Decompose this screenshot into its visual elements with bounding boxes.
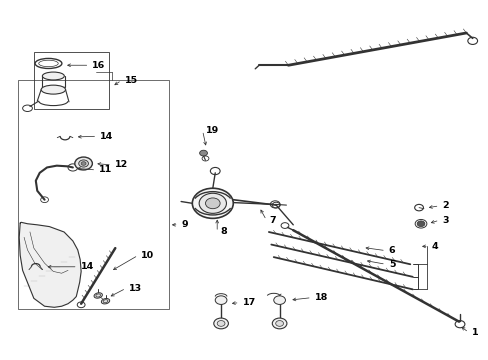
Circle shape <box>272 318 286 329</box>
Circle shape <box>192 188 233 219</box>
Polygon shape <box>19 222 81 307</box>
Circle shape <box>217 320 224 326</box>
Text: 6: 6 <box>388 246 395 255</box>
Text: 15: 15 <box>124 76 138 85</box>
Text: 4: 4 <box>431 242 437 251</box>
Text: 10: 10 <box>141 251 154 260</box>
Text: 8: 8 <box>220 228 226 237</box>
Text: 13: 13 <box>129 284 142 293</box>
Text: 1: 1 <box>471 328 477 337</box>
Ellipse shape <box>42 72 64 80</box>
Circle shape <box>79 160 88 167</box>
Text: 7: 7 <box>269 216 275 225</box>
Bar <box>18 80 168 309</box>
Text: 17: 17 <box>242 298 255 307</box>
Text: 5: 5 <box>388 260 394 269</box>
Circle shape <box>213 318 228 329</box>
Circle shape <box>81 162 86 165</box>
Circle shape <box>275 320 283 326</box>
Text: 14: 14 <box>81 262 94 271</box>
Ellipse shape <box>41 85 65 94</box>
Ellipse shape <box>94 293 102 298</box>
Text: 2: 2 <box>442 201 448 210</box>
Circle shape <box>205 198 220 209</box>
Bar <box>34 52 109 109</box>
Circle shape <box>273 296 285 305</box>
Text: 19: 19 <box>205 126 218 135</box>
Text: 18: 18 <box>314 293 327 302</box>
Text: 12: 12 <box>115 161 128 170</box>
Circle shape <box>199 150 207 156</box>
Ellipse shape <box>101 298 109 304</box>
Circle shape <box>199 193 226 213</box>
Text: 14: 14 <box>100 132 113 141</box>
Circle shape <box>75 157 92 170</box>
Text: 16: 16 <box>92 61 105 70</box>
Circle shape <box>416 221 424 226</box>
Text: 3: 3 <box>442 216 448 225</box>
Circle shape <box>215 296 226 305</box>
Text: 9: 9 <box>181 220 188 229</box>
Text: 11: 11 <box>99 166 112 175</box>
